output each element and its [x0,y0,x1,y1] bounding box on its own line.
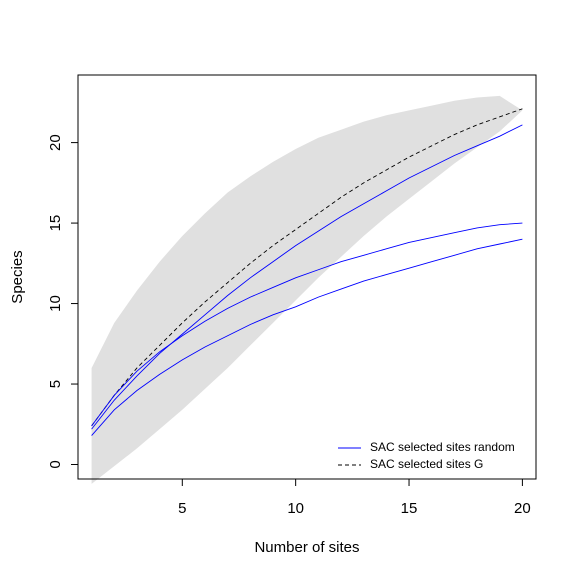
legend-label: SAC selected sites G [370,457,483,471]
y-tick-label: 15 [47,215,64,232]
y-axis: 0 5 10 15 20 [47,134,79,469]
x-tick-label: 20 [514,500,531,517]
x-tick-label: 5 [178,500,186,517]
y-tick-label: 20 [47,134,64,151]
x-axis-title: Number of sites [254,539,359,556]
series-line-3 [91,222,523,427]
y-tick-label: 5 [47,380,64,388]
y-tick-label: 0 [47,460,64,468]
x-tick-label: 10 [287,500,304,517]
series-line-4 [91,238,523,436]
confidence-band-area [91,95,523,484]
legend: SAC selected sites random SAC selected si… [338,440,515,471]
series-line-2 [91,108,523,427]
x-tick-label: 15 [401,500,418,517]
series-line-1 [91,124,523,430]
legend-label: SAC selected sites random [370,440,515,454]
y-tick-label: 10 [47,295,64,312]
x-axis: 5 10 15 20 [178,478,531,517]
series-layer [91,108,523,436]
y-axis-title: Species [9,250,26,303]
confidence-band [91,95,523,484]
